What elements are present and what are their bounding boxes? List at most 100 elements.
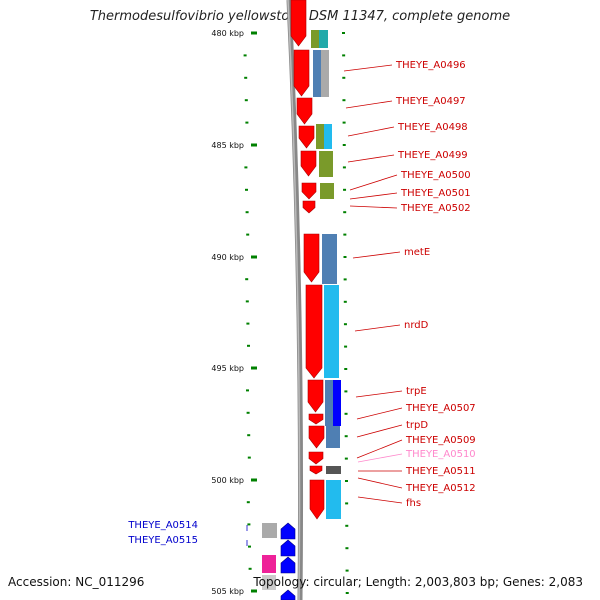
gene-arrow-5: [301, 182, 317, 200]
gene-label: THEYE_A0514: [127, 520, 198, 531]
major-tick-label: 495 kbp: [211, 364, 244, 373]
right-tick-mark: [345, 502, 349, 505]
right-tick-mark: [345, 569, 349, 572]
right-tick-mark: [343, 278, 347, 281]
gene-label: THEYE_A0512: [405, 483, 476, 494]
label-leader-line: [355, 390, 403, 398]
minor-tick-mark: [244, 166, 248, 169]
minor-tick-mark: [247, 523, 251, 526]
major-tick-label: 485 kbp: [211, 141, 244, 150]
domain-box-13: [326, 426, 340, 448]
right-tick-mark: [342, 54, 346, 57]
gene-arrow-0: [290, 0, 307, 47]
gene-arrow-11: [308, 425, 325, 449]
major-tick-mark: [251, 478, 257, 482]
minor-tick-mark: [245, 300, 249, 303]
major-tick-mark: [251, 143, 257, 147]
reverse-gene-arrow-0514: [280, 522, 296, 540]
gene-arrow-14: [309, 479, 325, 520]
label-leader-line: [347, 154, 395, 163]
right-tick-mark: [345, 524, 349, 527]
gene-label: fhs: [406, 498, 421, 509]
domain-box-6: [319, 151, 333, 177]
gene-label: THEYE_A0509: [405, 435, 476, 446]
gene-arrow-8: [305, 284, 323, 379]
domain-box-9: [324, 285, 339, 378]
minor-tick-mark: [246, 389, 249, 392]
major-tick-mark: [251, 255, 257, 259]
domain-box-2: [313, 50, 321, 97]
gene-arrow-3: [298, 125, 315, 149]
minor-tick-mark: [247, 344, 250, 347]
right-tick-mark: [342, 166, 346, 169]
label-leader-line: [349, 174, 398, 191]
domain-box-10: [325, 380, 333, 412]
minor-tick-mark: [245, 211, 249, 214]
minor-tick-mark: [246, 322, 250, 325]
label-leader-line: [347, 126, 395, 137]
minor-tick-mark: [246, 411, 250, 414]
label-leader-line: [345, 100, 393, 109]
gene-arrow-7: [303, 233, 320, 283]
right-tick-mark: [344, 345, 348, 348]
major-tick-mark: [251, 366, 257, 370]
minor-tick-mark: [246, 233, 250, 236]
right-tick-mark: [344, 435, 348, 438]
minor-tick-mark: [248, 545, 251, 548]
domain-box-3: [321, 50, 329, 97]
label-leader-line: [343, 64, 393, 72]
label-leader-line: [352, 251, 401, 259]
right-tick-mark: [345, 592, 349, 594]
gene-label: THEYE_A0502: [400, 203, 471, 214]
genome-stats-text: Topology: circular; Length: 2,003,803 bp…: [253, 575, 583, 589]
gene-labels: THEYE_A0496 THEYE_A0497 THEYE_A0498 THEYE_A…: [127, 60, 476, 546]
domain-box-18: [262, 575, 276, 590]
domain-track: [262, 30, 341, 590]
gene-label: trpE: [406, 386, 427, 397]
gene-arrow-4: [300, 150, 317, 177]
domain-box-1: [319, 30, 328, 48]
major-tick-mark: [251, 589, 257, 593]
minor-tick-mark: [247, 456, 251, 459]
right-tick-mark: [344, 457, 348, 460]
reverse-gene-arrow-0515: [280, 539, 296, 557]
domain-box-11: [333, 380, 341, 426]
genome-backbone: [286, 0, 304, 600]
minor-tick-mark: [243, 54, 247, 57]
major-tick-label: 500 kbp: [211, 476, 244, 485]
label-leader-line: [349, 205, 398, 209]
minor-tick-mark: [248, 567, 252, 570]
minor-tick-mark: [247, 434, 251, 437]
backbone-highlight: [287, 0, 301, 600]
gene-arrow-10: [308, 413, 324, 425]
label-leader-line: [356, 439, 403, 459]
right-tick-mark: [343, 211, 347, 214]
major-tick-label: 490 kbp: [211, 253, 244, 262]
label-leader-line: [356, 407, 403, 420]
label-leader-line: [357, 496, 403, 504]
minor-tick-mark: [245, 121, 249, 124]
gene-label: trpD: [406, 420, 428, 431]
gene-label: THEYE_A0507: [405, 403, 476, 414]
domain-box-8: [322, 234, 337, 284]
gene-arrow-2: [296, 97, 313, 125]
label-leader-line: [349, 192, 398, 200]
major-tick-label: 480 kbp: [211, 29, 244, 38]
gene-arrow-9: [307, 379, 324, 413]
right-tick-mark: [342, 76, 346, 79]
label-leader-line: [357, 477, 403, 489]
accession-text: Accession: NC_011296: [8, 575, 145, 589]
domain-box-15: [326, 480, 341, 519]
gene-label: THEYE_A0511: [405, 466, 476, 477]
gene-arrow-6: [302, 200, 316, 214]
right-tick-mark: [342, 99, 346, 102]
gene-label: THEYE_A0499: [397, 150, 468, 161]
reverse-gene-arrow-0517: [280, 589, 296, 600]
right-tick-mark: [344, 480, 348, 482]
gene-label: THEYE_A0496: [395, 60, 466, 71]
gene-label: THEYE_A0497: [395, 96, 466, 107]
gene-label: THEYE_A0515: [127, 535, 198, 546]
domain-box-16: [262, 523, 277, 538]
domain-box-4: [316, 124, 324, 149]
